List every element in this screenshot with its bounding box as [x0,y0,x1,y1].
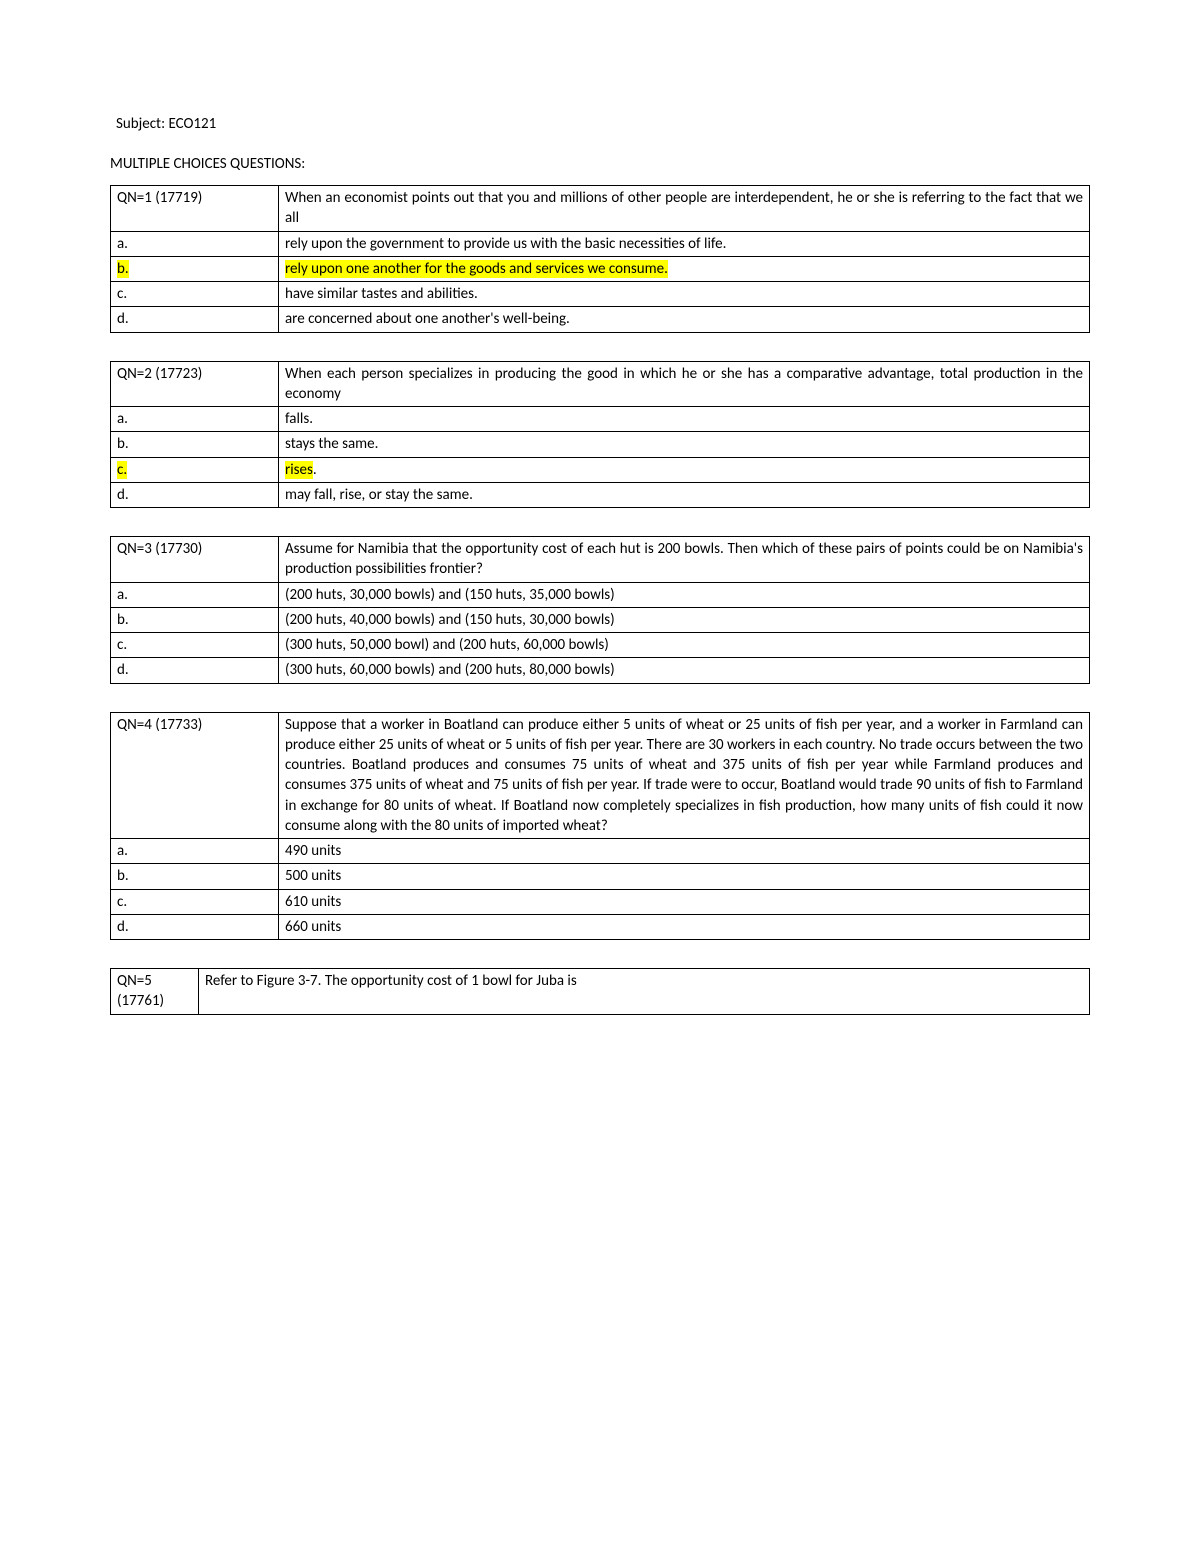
option-row: c.(300 huts, 50,000 bowl) and (200 huts,… [111,633,1090,658]
question-prompt: When an economist points out that you an… [279,186,1090,232]
option-row: a.(200 huts, 30,000 bowls) and (150 huts… [111,582,1090,607]
document-page: Subject: ECO121 MULTIPLE CHOICES QUESTIO… [0,0,1200,1553]
option-text: rely upon the government to provide us w… [279,231,1090,256]
question-prompt: When each person specializes in producin… [279,361,1090,407]
section-heading: MULTIPLE CHOICES QUESTIONS: [110,155,1090,173]
option-text: 490 units [279,839,1090,864]
question-table: QN=5 (17761)Refer to Figure 3-7. The opp… [110,968,1090,1015]
option-label: a. [111,582,279,607]
option-text: 610 units [279,889,1090,914]
option-row: c.have similar tastes and abilities. [111,282,1090,307]
question-table: QN=2 (17723)When each person specializes… [110,361,1090,509]
option-label: a. [111,839,279,864]
option-label: d. [111,658,279,683]
option-row: a.490 units [111,839,1090,864]
option-label: b. [111,256,279,281]
option-text: stays the same. [279,432,1090,457]
option-row: c.610 units [111,889,1090,914]
option-label: a. [111,231,279,256]
option-text: (300 huts, 50,000 bowl) and (200 huts, 6… [279,633,1090,658]
option-text: (200 huts, 40,000 bowls) and (150 huts, … [279,607,1090,632]
option-row: d.are concerned about one another's well… [111,307,1090,332]
option-row: c.rises. [111,457,1090,482]
question-prompt: Refer to Figure 3-7. The opportunity cos… [199,969,1090,1015]
option-label: d. [111,307,279,332]
option-label: c. [111,282,279,307]
option-row: d.may fall, rise, or stay the same. [111,482,1090,507]
option-text: falls. [279,407,1090,432]
option-label: b. [111,864,279,889]
option-row: b.(200 huts, 40,000 bowls) and (150 huts… [111,607,1090,632]
question-table: QN=3 (17730)Assume for Namibia that the … [110,536,1090,684]
option-text: may fall, rise, or stay the same. [279,482,1090,507]
option-label: c. [111,889,279,914]
option-label: d. [111,914,279,939]
option-row: a.falls. [111,407,1090,432]
option-text: rises. [279,457,1090,482]
option-text: rely upon one another for the goods and … [279,256,1090,281]
option-label: b. [111,432,279,457]
question-number: QN=3 (17730) [111,537,279,583]
option-text: (200 huts, 30,000 bowls) and (150 huts, … [279,582,1090,607]
question-table: QN=1 (17719)When an economist points out… [110,185,1090,333]
option-text: are concerned about one another's well-b… [279,307,1090,332]
option-row: b.stays the same. [111,432,1090,457]
option-label: b. [111,607,279,632]
option-text: (300 huts, 60,000 bowls) and (200 huts, … [279,658,1090,683]
option-row: d.660 units [111,914,1090,939]
question-number: QN=2 (17723) [111,361,279,407]
option-text: 500 units [279,864,1090,889]
option-row: d.(300 huts, 60,000 bowls) and (200 huts… [111,658,1090,683]
option-row: b.rely upon one another for the goods an… [111,256,1090,281]
option-label: d. [111,482,279,507]
question-table: QN=4 (17733)Suppose that a worker in Boa… [110,712,1090,941]
option-row: b.500 units [111,864,1090,889]
question-number: QN=1 (17719) [111,186,279,232]
option-label: c. [111,633,279,658]
question-number: QN=5 (17761) [111,969,199,1015]
questions-container: QN=1 (17719)When an economist points out… [110,185,1090,1015]
option-text: 660 units [279,914,1090,939]
subject-line: Subject: ECO121 [116,115,1090,133]
question-prompt: Assume for Namibia that the opportunity … [279,537,1090,583]
option-label: c. [111,457,279,482]
question-number: QN=4 (17733) [111,712,279,839]
option-label: a. [111,407,279,432]
question-prompt: Suppose that a worker in Boatland can pr… [279,712,1090,839]
option-text: have similar tastes and abilities. [279,282,1090,307]
option-row: a.rely upon the government to provide us… [111,231,1090,256]
